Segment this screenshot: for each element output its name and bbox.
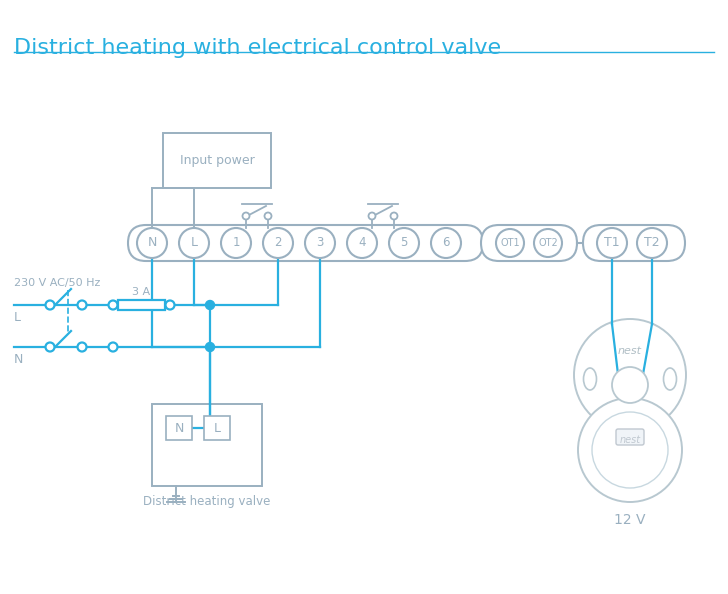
FancyBboxPatch shape [616, 429, 644, 445]
FancyBboxPatch shape [583, 225, 685, 261]
Text: L: L [213, 422, 221, 434]
FancyBboxPatch shape [152, 404, 262, 486]
Text: 3 A: 3 A [132, 287, 151, 297]
Text: T1: T1 [604, 236, 620, 249]
Text: District heating valve: District heating valve [143, 495, 271, 508]
Text: 3: 3 [316, 236, 324, 249]
Circle shape [137, 228, 167, 258]
Circle shape [597, 228, 627, 258]
FancyBboxPatch shape [204, 416, 230, 440]
Circle shape [45, 343, 55, 352]
Text: 12 V: 12 V [614, 513, 646, 527]
Circle shape [77, 343, 87, 352]
Circle shape [77, 301, 87, 309]
Circle shape [368, 213, 376, 220]
Text: L: L [14, 311, 21, 324]
Text: 5: 5 [400, 236, 408, 249]
Circle shape [108, 343, 117, 352]
FancyBboxPatch shape [118, 300, 165, 310]
Text: Input power: Input power [180, 154, 254, 167]
Text: 1: 1 [232, 236, 240, 249]
Circle shape [305, 228, 335, 258]
Ellipse shape [663, 368, 676, 390]
Circle shape [574, 319, 686, 431]
Text: L: L [191, 236, 197, 249]
Circle shape [496, 229, 524, 257]
Text: District heating with electrical control valve: District heating with electrical control… [14, 38, 501, 58]
Circle shape [389, 228, 419, 258]
Circle shape [264, 213, 272, 220]
Circle shape [205, 301, 215, 309]
Text: N: N [14, 353, 23, 366]
Text: N: N [147, 236, 157, 249]
FancyBboxPatch shape [481, 225, 577, 261]
Circle shape [534, 229, 562, 257]
Ellipse shape [612, 367, 648, 403]
Circle shape [592, 412, 668, 488]
Circle shape [205, 343, 215, 352]
Circle shape [242, 213, 250, 220]
Circle shape [179, 228, 209, 258]
Text: N: N [174, 422, 183, 434]
Text: OT1: OT1 [500, 238, 520, 248]
Text: T2: T2 [644, 236, 660, 249]
FancyBboxPatch shape [166, 416, 192, 440]
Text: nest: nest [620, 435, 641, 445]
Circle shape [221, 228, 251, 258]
Circle shape [263, 228, 293, 258]
Circle shape [431, 228, 461, 258]
Circle shape [165, 301, 175, 309]
Text: 230 V AC/50 Hz: 230 V AC/50 Hz [14, 278, 100, 288]
Text: nest: nest [618, 346, 642, 356]
Circle shape [637, 228, 667, 258]
FancyBboxPatch shape [128, 225, 483, 261]
FancyBboxPatch shape [163, 133, 271, 188]
Text: 6: 6 [442, 236, 450, 249]
Circle shape [45, 301, 55, 309]
Text: OT2: OT2 [538, 238, 558, 248]
Circle shape [390, 213, 397, 220]
Circle shape [108, 301, 117, 309]
Text: 2: 2 [274, 236, 282, 249]
Text: 4: 4 [358, 236, 365, 249]
Circle shape [578, 398, 682, 502]
Ellipse shape [584, 368, 596, 390]
Circle shape [347, 228, 377, 258]
